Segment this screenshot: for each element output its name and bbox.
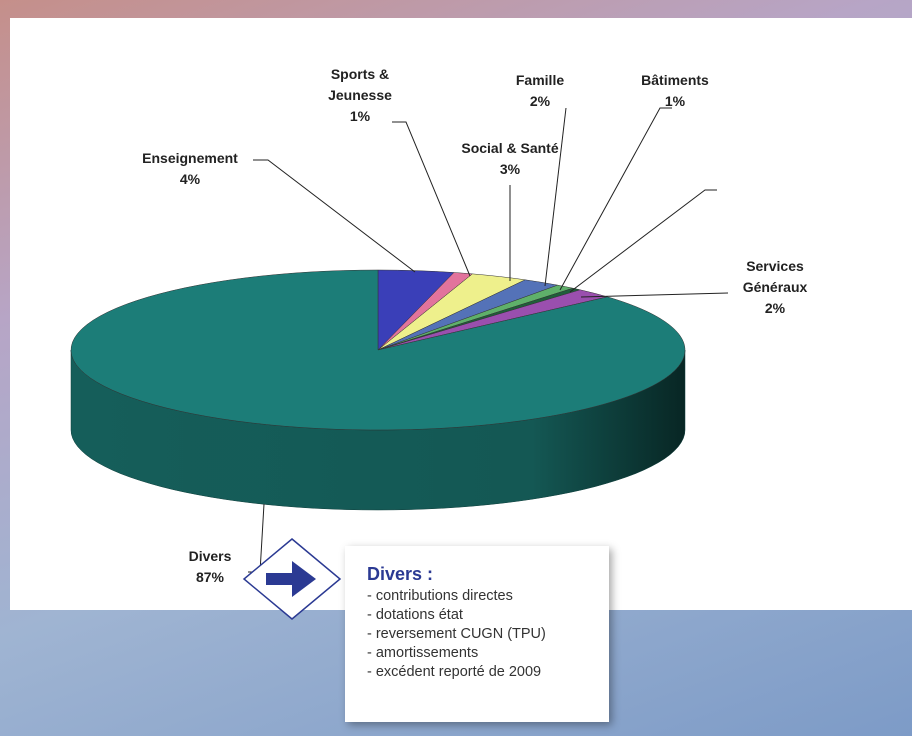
callout-item: - excédent reporté de 2009 <box>367 663 609 682</box>
slice-value: 2% <box>735 298 815 319</box>
callout: Divers : - contributions directes- dotat… <box>345 546 609 722</box>
slice-value: 4% <box>120 169 260 190</box>
callout-item: - reversement CUGN (TPU) <box>367 625 609 644</box>
leader-line <box>581 293 728 297</box>
slice-name: Services Généraux <box>735 256 815 298</box>
callout-list: - contributions directes- dotations état… <box>367 587 609 682</box>
leader-line <box>560 108 672 290</box>
slice-value: 3% <box>430 159 590 180</box>
slice-value: 1% <box>620 91 730 112</box>
slice-name: Social & Santé <box>430 138 590 159</box>
arrow-icon <box>242 537 342 621</box>
callout-item: - contributions directes <box>367 587 609 606</box>
callout-item: - amortissements <box>367 644 609 663</box>
slice-value: 1% <box>315 106 405 127</box>
leader-line <box>545 108 566 286</box>
callout-title: Divers : <box>367 564 609 585</box>
slice-value: 87% <box>165 567 255 588</box>
slice-name: Enseignement <box>120 148 260 169</box>
slice-name: Bâtiments <box>620 70 730 91</box>
leader-line <box>253 160 415 272</box>
slice-value: 2% <box>490 91 590 112</box>
slice-name: Divers <box>165 546 255 567</box>
slice-name: Sports & Jeunesse <box>315 64 405 106</box>
slice-name: Famille <box>490 70 590 91</box>
leader-line <box>570 190 717 292</box>
callout-item: - dotations état <box>367 606 609 625</box>
page: Divers : - contributions directes- dotat… <box>0 0 912 736</box>
